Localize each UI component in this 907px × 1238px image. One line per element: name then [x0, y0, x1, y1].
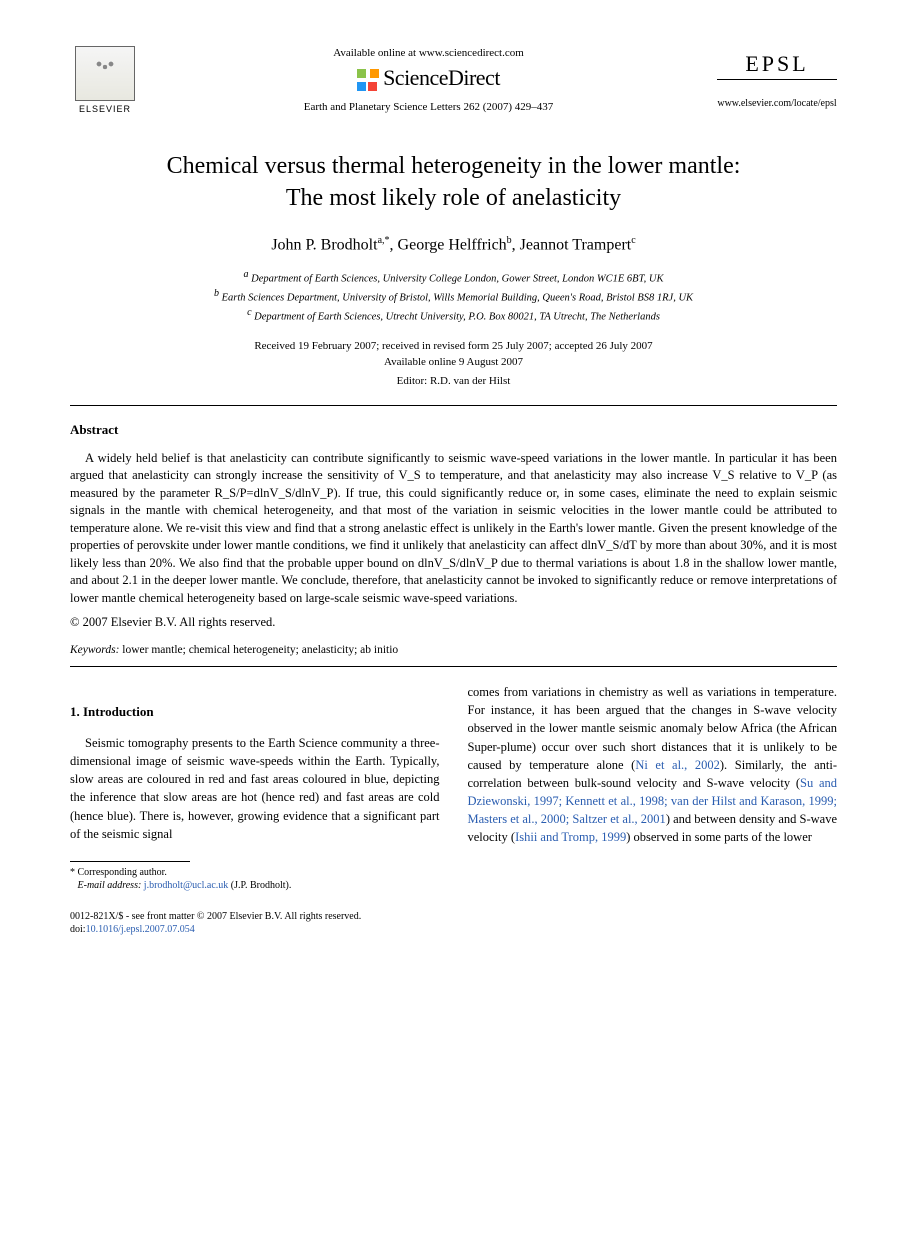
author-2-sup: b: [507, 235, 512, 246]
email-link[interactable]: j.brodholt@ucl.ac.uk: [144, 880, 228, 891]
author-1-sup: a,*: [378, 235, 390, 246]
header-row: ELSEVIER Available online at www.science…: [70, 40, 837, 120]
affiliation-c: Department of Earth Sciences, Utrecht Un…: [254, 312, 660, 323]
editor: Editor: R.D. van der Hilst: [70, 375, 837, 387]
sciencedirect-icon: [357, 69, 379, 91]
abstract-text: A widely held belief is that anelasticit…: [70, 450, 837, 608]
section-1-heading: 1. Introduction: [70, 703, 440, 722]
email-name: (J.P. Brodholt).: [228, 880, 291, 891]
epsl-block: EPSL www.elsevier.com/locate/epsl: [717, 51, 837, 109]
affiliation-b: Earth Sciences Department, University of…: [222, 293, 693, 304]
title-line2: The most likely role of anelasticity: [286, 185, 621, 211]
elsevier-logo: ELSEVIER: [70, 40, 140, 120]
available-online-text: Available online at www.sciencedirect.co…: [140, 47, 717, 59]
intro-paragraph-right: comes from variations in chemistry as we…: [468, 683, 838, 846]
copyright: © 2007 Elsevier B.V. All rights reserved…: [70, 615, 837, 630]
authors: John P. Brodholta,*, George Helffrichb, …: [70, 235, 837, 254]
sciencedirect-block: Available online at www.sciencedirect.co…: [140, 47, 717, 113]
elsevier-label: ELSEVIER: [79, 104, 131, 114]
doi-link[interactable]: 10.1016/j.epsl.2007.07.054: [86, 924, 195, 935]
title-line1: Chemical versus thermal heterogeneity in…: [167, 153, 741, 179]
affiliations: a Department of Earth Sciences, Universi…: [70, 268, 837, 326]
epsl-url: www.elsevier.com/locate/epsl: [717, 98, 837, 109]
elsevier-tree-icon: [75, 46, 135, 101]
column-left: 1. Introduction Seismic tomography prese…: [70, 683, 440, 892]
sciencedirect-name: ScienceDirect: [383, 65, 500, 90]
divider-bottom: [70, 666, 837, 667]
sciencedirect-logo: ScienceDirect: [140, 65, 717, 91]
epsl-logo: EPSL: [717, 51, 837, 80]
journal-reference: Earth and Planetary Science Letters 262 …: [140, 101, 717, 113]
intro-paragraph-left: Seismic tomography presents to the Earth…: [70, 734, 440, 843]
page-footer: 0012-821X/$ - see front matter © 2007 El…: [70, 910, 837, 936]
author-2: George Helffrich: [398, 236, 507, 253]
footer-line1: 0012-821X/$ - see front matter © 2007 El…: [70, 911, 361, 922]
keywords-label: Keywords:: [70, 644, 119, 656]
author-1: John P. Brodholt: [271, 236, 377, 253]
column-right: comes from variations in chemistry as we…: [468, 683, 838, 892]
ref-ishii-tromp-1999[interactable]: Ishii and Tromp, 1999: [515, 830, 626, 844]
keywords-row: Keywords: lower mantle; chemical heterog…: [70, 644, 837, 656]
keywords-text: lower mantle; chemical heterogeneity; an…: [119, 644, 398, 656]
email-label: E-mail address:: [78, 880, 142, 891]
author-3: Jeannot Trampert: [520, 236, 632, 253]
body-text-2d: ) observed in some parts of the lower: [626, 830, 812, 844]
article-dates: Received 19 February 2007; received in r…: [70, 338, 837, 371]
author-3-sup: c: [631, 235, 635, 246]
abstract-label: Abstract: [70, 422, 837, 438]
affiliation-a: Department of Earth Sciences, University…: [251, 274, 663, 285]
corresponding-footnote: * Corresponding author. E-mail address: …: [70, 866, 440, 892]
ref-ni-2002[interactable]: Ni et al., 2002: [635, 758, 720, 772]
online-date: Available online 9 August 2007: [384, 356, 523, 368]
divider-top: [70, 405, 837, 406]
corresponding-label: * Corresponding author.: [70, 867, 167, 878]
received-date: Received 19 February 2007; received in r…: [254, 340, 652, 352]
footnote-rule: [70, 861, 190, 862]
doi-label: doi:: [70, 924, 86, 935]
body-columns: 1. Introduction Seismic tomography prese…: [70, 683, 837, 892]
article-title: Chemical versus thermal heterogeneity in…: [70, 150, 837, 215]
